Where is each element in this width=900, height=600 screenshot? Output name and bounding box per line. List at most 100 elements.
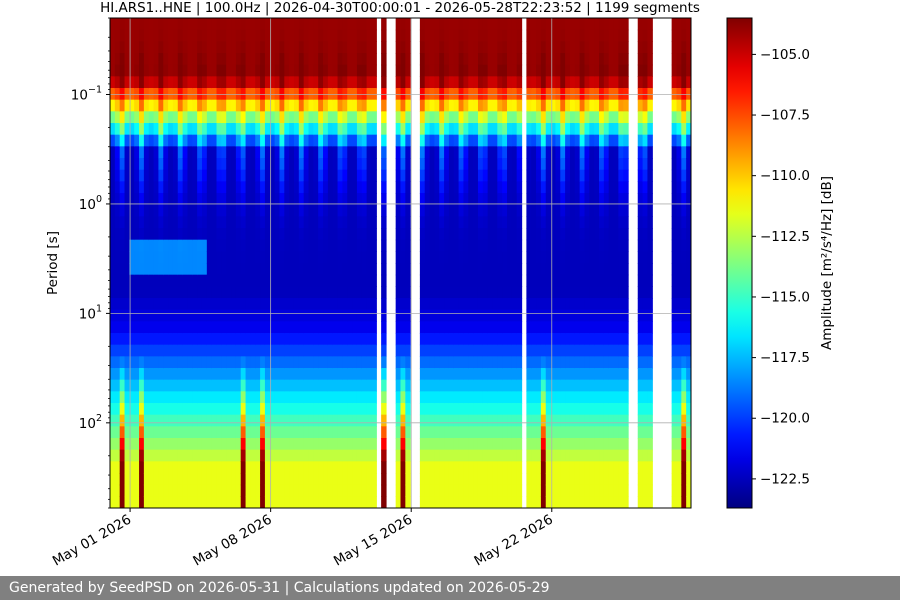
heatmap-cell (569, 228, 576, 241)
heatmap-cell (613, 368, 619, 381)
heatmap-cell (381, 344, 387, 357)
heatmap-cell (366, 403, 373, 416)
heatmap-cell (356, 76, 363, 89)
heatmap-cell (197, 391, 203, 404)
heatmap-cell (569, 356, 576, 369)
heatmap-cell (255, 344, 261, 357)
heatmap-cell (216, 216, 222, 229)
heatmap-cell (579, 274, 586, 287)
heatmap-cell (289, 146, 295, 159)
heatmap-cell (313, 403, 319, 416)
heatmap-cell (477, 239, 484, 252)
heatmap-cell (197, 274, 203, 287)
heatmap-cell (603, 134, 610, 147)
heatmap-cell (439, 426, 445, 439)
heatmap-cell (269, 368, 276, 381)
heatmap-cell (153, 193, 160, 206)
heatmap-cell (274, 484, 281, 497)
heatmap-cell (216, 403, 222, 416)
heatmap-cell (468, 204, 474, 217)
heatmap-cell (260, 298, 266, 311)
heatmap-cell (361, 298, 368, 311)
heatmap-cell (279, 123, 285, 136)
heatmap-cell (342, 251, 348, 264)
heatmap-cell (579, 391, 586, 404)
heatmap-cell (579, 438, 586, 451)
heatmap-cell (342, 181, 348, 194)
heatmap-cell (671, 403, 678, 416)
heatmap-cell (129, 123, 135, 136)
heatmap-cell (434, 473, 440, 486)
heatmap-cell (182, 321, 189, 334)
heatmap-cell (274, 111, 281, 124)
heatmap-cell (134, 368, 140, 381)
heatmap-cell (618, 76, 624, 89)
heatmap-cell (531, 123, 537, 136)
heatmap-cell (231, 169, 237, 182)
heatmap-cell (511, 99, 518, 112)
heatmap-cell (250, 228, 256, 241)
heatmap-cell (681, 298, 687, 311)
heatmap-cell (347, 216, 353, 229)
heatmap-cell (492, 484, 498, 497)
heatmap-cell (352, 321, 358, 334)
heatmap-cell (671, 251, 678, 264)
heatmap-cell (482, 344, 489, 357)
heatmap-cell (332, 64, 339, 77)
heatmap-cell (250, 309, 256, 322)
heatmap-cell (255, 263, 261, 276)
heatmap-cell (555, 414, 561, 427)
heatmap-cell (187, 204, 193, 217)
heatmap-cell (400, 134, 406, 147)
heatmap-cell (172, 64, 179, 77)
heatmap-cell (148, 53, 155, 66)
heatmap-cell (221, 263, 227, 276)
heatmap-cell (274, 29, 281, 42)
heatmap-cell (448, 99, 455, 112)
heatmap-cell (172, 216, 179, 229)
heatmap-cell (129, 368, 135, 381)
heatmap-cell (274, 414, 281, 427)
heatmap-cell (492, 76, 498, 89)
heatmap-cell (168, 379, 174, 392)
heatmap-cell (313, 449, 319, 462)
heatmap-cell (458, 181, 465, 194)
heatmap-cell (361, 473, 368, 486)
heatmap-cell (250, 64, 256, 77)
heatmap-cell (647, 53, 653, 66)
heatmap-cell (569, 41, 576, 54)
heatmap-cell (565, 461, 571, 474)
heatmap-cell (124, 228, 130, 241)
heatmap-cell (569, 134, 576, 147)
heatmap-cell (560, 123, 566, 136)
heatmap-cell (211, 438, 218, 451)
heatmap-cell (671, 484, 678, 497)
heatmap-cell (235, 41, 242, 54)
heatmap-cell (327, 333, 334, 346)
heatmap-cell (463, 251, 469, 264)
heatmap-cell (114, 368, 121, 381)
heatmap-cell (482, 76, 489, 89)
heatmap-cell (448, 449, 455, 462)
heatmap-cell (110, 391, 116, 404)
heatmap-cell (676, 344, 682, 357)
heatmap-cell (274, 333, 281, 346)
heatmap-cell (686, 461, 691, 474)
heatmap-cell (545, 41, 552, 54)
heatmap-cell (347, 41, 353, 54)
heatmap-cell (231, 41, 237, 54)
heatmap-cell (540, 286, 547, 299)
heatmap-cell (647, 438, 653, 451)
heatmap-cell (119, 41, 126, 54)
heatmap-cell (211, 286, 218, 299)
heatmap-cell (400, 29, 406, 42)
heatmap-cell (589, 449, 595, 462)
heatmap-cell (516, 123, 523, 136)
heatmap-cell (361, 461, 368, 474)
heatmap-cell (482, 426, 489, 439)
heatmap-cell (308, 111, 314, 124)
heatmap-cell (453, 193, 460, 206)
heatmap-cell (143, 438, 150, 451)
heatmap-cell (279, 356, 285, 369)
heatmap-cell (448, 193, 455, 206)
